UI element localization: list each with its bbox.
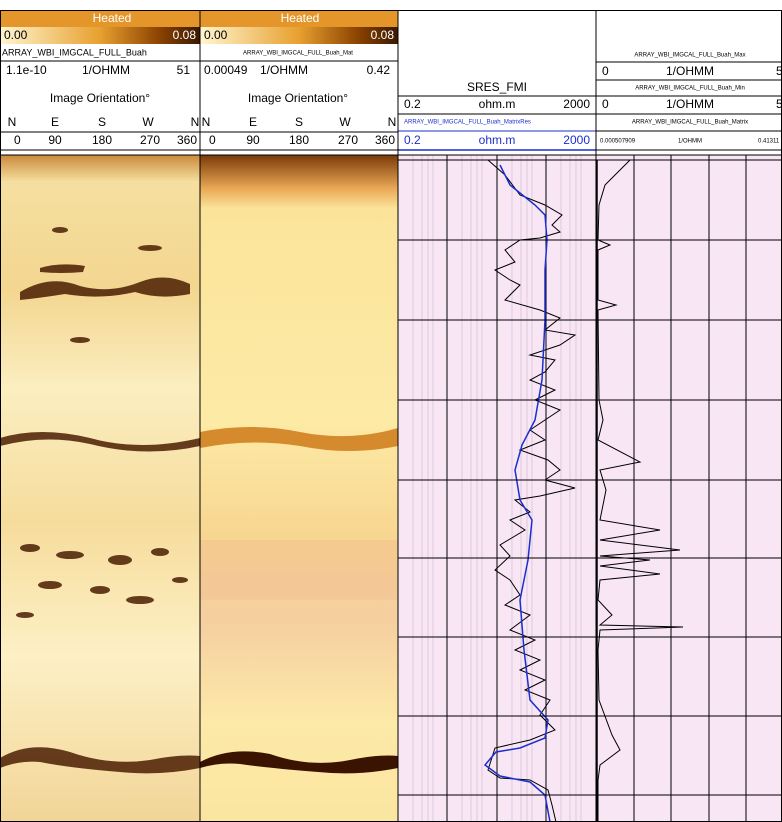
orientation-title: Image Orientation° xyxy=(50,91,150,105)
direction: S xyxy=(98,115,106,129)
scale-unit: 1/OHMM xyxy=(260,63,308,77)
palette-title: Heated xyxy=(281,11,320,25)
scale-right: 2000 xyxy=(563,97,590,111)
scale-left: 0 xyxy=(602,97,609,111)
curve-name: ARRAY_WBI_IMGCAL_FULL_Buah_Max xyxy=(634,53,745,59)
scale-min: 0.00 xyxy=(204,28,228,42)
well-log: Heated 0.00 0.08 ARRAY_WBI_IMGCAL_FULL_B… xyxy=(0,0,782,822)
scale-unit: 1/OHMM xyxy=(666,97,714,111)
scale-left: 0.2 xyxy=(404,133,421,147)
scale-unit: 1/OHMM xyxy=(82,63,130,77)
curve-name: ARRAY_WBI_IMGCAL_FULL_Buah_MatrixRes xyxy=(404,120,531,126)
scale-unit: ohm.m xyxy=(479,133,516,147)
log-track-3 xyxy=(398,155,596,822)
direction: W xyxy=(142,115,154,129)
scale-right: 51 xyxy=(177,63,191,77)
scale-max: 0.08 xyxy=(371,28,395,42)
curve-name: ARRAY_WBI_IMGCAL_FULL_Buah xyxy=(2,47,147,57)
degree: 270 xyxy=(338,133,358,147)
scale-unit: 1/OHMM xyxy=(678,139,702,145)
curve-name: ARRAY_WBI_IMGCAL_FULL_Buah_Min xyxy=(635,86,745,92)
curve-name: ARRAY_WBI_IMGCAL_FULL_Buah_Mat xyxy=(243,51,353,57)
direction: S xyxy=(295,115,303,129)
degree: 90 xyxy=(48,133,62,147)
scale-right: 0.42 xyxy=(367,63,391,77)
degree: 180 xyxy=(289,133,309,147)
image-track-2 xyxy=(200,155,398,822)
direction: E xyxy=(51,115,59,129)
direction: W xyxy=(339,115,351,129)
image-track-1 xyxy=(0,155,200,822)
scale-left: 0 xyxy=(602,64,609,78)
direction: E xyxy=(249,115,257,129)
scale-left: 0.00049 xyxy=(204,63,248,77)
scale-unit: ohm.m xyxy=(479,97,516,111)
log-track-4 xyxy=(596,155,782,822)
color-scale xyxy=(0,27,200,44)
direction: N xyxy=(388,115,397,129)
curve-name: ARRAY_WBI_IMGCAL_FULL_Buah_Matrix xyxy=(632,120,748,126)
color-scale xyxy=(200,27,398,44)
scale-left: 0.000507909 xyxy=(600,139,636,145)
scale-min: 0.00 xyxy=(4,28,28,42)
scale-left: 0.2 xyxy=(404,97,421,111)
palette-title: Heated xyxy=(93,11,132,25)
scale-right: 2000 xyxy=(563,133,590,147)
scale-left: 1.1e-10 xyxy=(6,63,47,77)
curve-name: SRES_FMI xyxy=(467,80,527,94)
direction: N xyxy=(8,115,17,129)
degree: 360 xyxy=(177,133,197,147)
degree: 360 xyxy=(375,133,395,147)
degree: 270 xyxy=(140,133,160,147)
orientation-title: Image Orientation° xyxy=(248,91,348,105)
direction: N xyxy=(191,115,200,129)
degree: 180 xyxy=(92,133,112,147)
direction: N xyxy=(202,115,211,129)
degree: 0 xyxy=(209,133,216,147)
scale-unit: 1/OHMM xyxy=(666,64,714,78)
degree: 0 xyxy=(14,133,21,147)
scale-max: 0.08 xyxy=(173,28,197,42)
scale-right: 0.41311 xyxy=(758,139,780,145)
degree: 90 xyxy=(246,133,260,147)
